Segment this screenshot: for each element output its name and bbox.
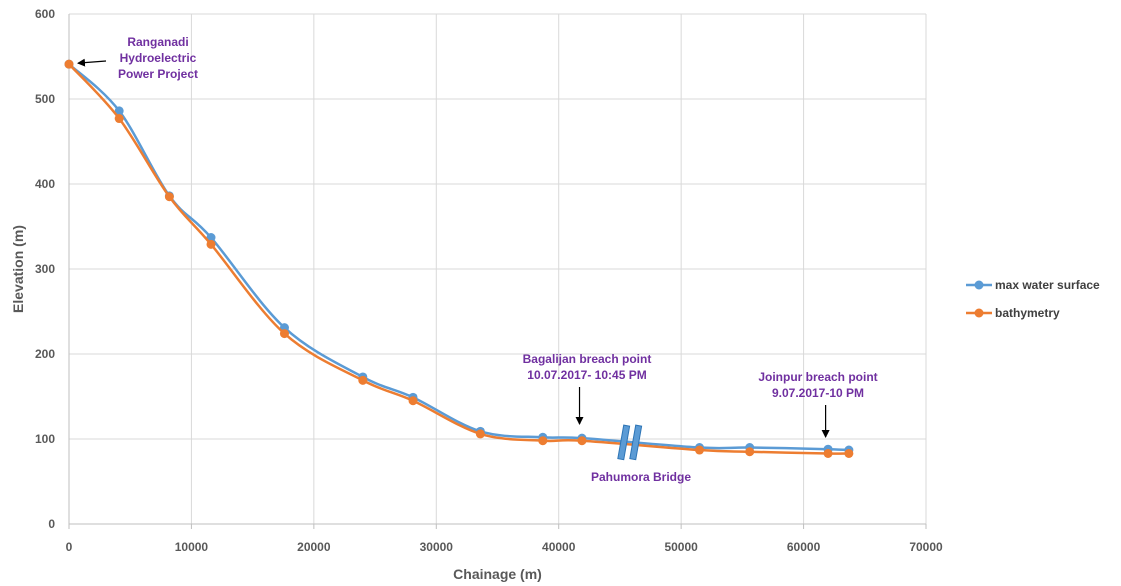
data-point	[114, 106, 124, 116]
series	[64, 59, 854, 458]
series-line	[68, 63, 849, 455]
data-point	[823, 448, 833, 458]
series-0	[64, 59, 854, 455]
y-tick-label: 600	[35, 7, 55, 21]
bridge-bar	[629, 424, 643, 461]
data-point	[164, 192, 174, 202]
data-point	[64, 59, 74, 69]
annotation-pahumora-bridge: Pahumora Bridge	[591, 470, 691, 484]
y-tick-label: 300	[35, 262, 55, 276]
y-tick-label: 0	[48, 517, 55, 531]
legend-entry-1: bathymetry	[966, 306, 1060, 320]
y-tick-label: 500	[35, 92, 55, 106]
bridge-marker	[617, 424, 643, 461]
axes: 0 100 200 300 400 500 600 0 10000 20000 30000 40000…	[10, 7, 943, 582]
annotations: Ranganadi Hydroelectric Power Project Bagal…	[77, 35, 878, 484]
bridge-bar	[617, 424, 631, 461]
data-point	[538, 436, 548, 446]
legend-label: bathymetry	[995, 306, 1060, 320]
y-axis-title: Elevation (m)	[10, 225, 26, 313]
data-point	[577, 436, 587, 446]
x-tick-label: 10000	[175, 540, 209, 554]
legend-swatch-marker	[974, 308, 984, 318]
x-tick-label: 60000	[787, 540, 821, 554]
annotation-bagalijan: Bagalijan breach point 10.07.2017- 10:45 …	[523, 352, 652, 382]
y-tick-label: 400	[35, 177, 55, 191]
series-1	[64, 59, 854, 458]
x-tick-label: 30000	[420, 540, 454, 554]
annotation-arrow	[77, 58, 107, 67]
x-tick-label: 20000	[297, 540, 331, 554]
annotation-joinpur: Joinpur breach point 9.07.2017-10 PM	[758, 370, 877, 400]
data-point	[695, 445, 705, 455]
x-axis-title: Chainage (m)	[453, 566, 542, 582]
y-tick-label: 100	[35, 432, 55, 446]
data-point	[358, 375, 368, 385]
data-point	[475, 429, 485, 439]
annotation-ranganadi: Ranganadi Hydroelectric Power Project	[118, 35, 198, 81]
data-point	[114, 114, 124, 124]
data-point	[206, 239, 216, 249]
legend-entry-0: max water surface	[966, 278, 1100, 292]
data-point	[844, 448, 854, 458]
data-point	[745, 447, 755, 457]
legend-swatch-marker	[974, 280, 984, 290]
x-tick-label: 50000	[664, 540, 698, 554]
legend: max water surface bathymetry	[966, 278, 1100, 320]
x-tick-label: 40000	[542, 540, 576, 554]
series-line	[68, 63, 849, 452]
x-tick-label: 0	[66, 540, 73, 554]
legend-label: max water surface	[995, 278, 1100, 292]
y-tick-label: 200	[35, 347, 55, 361]
data-point	[279, 329, 289, 339]
data-point	[408, 396, 418, 406]
x-tick-label: 70000	[909, 540, 943, 554]
grid	[69, 13, 927, 525]
